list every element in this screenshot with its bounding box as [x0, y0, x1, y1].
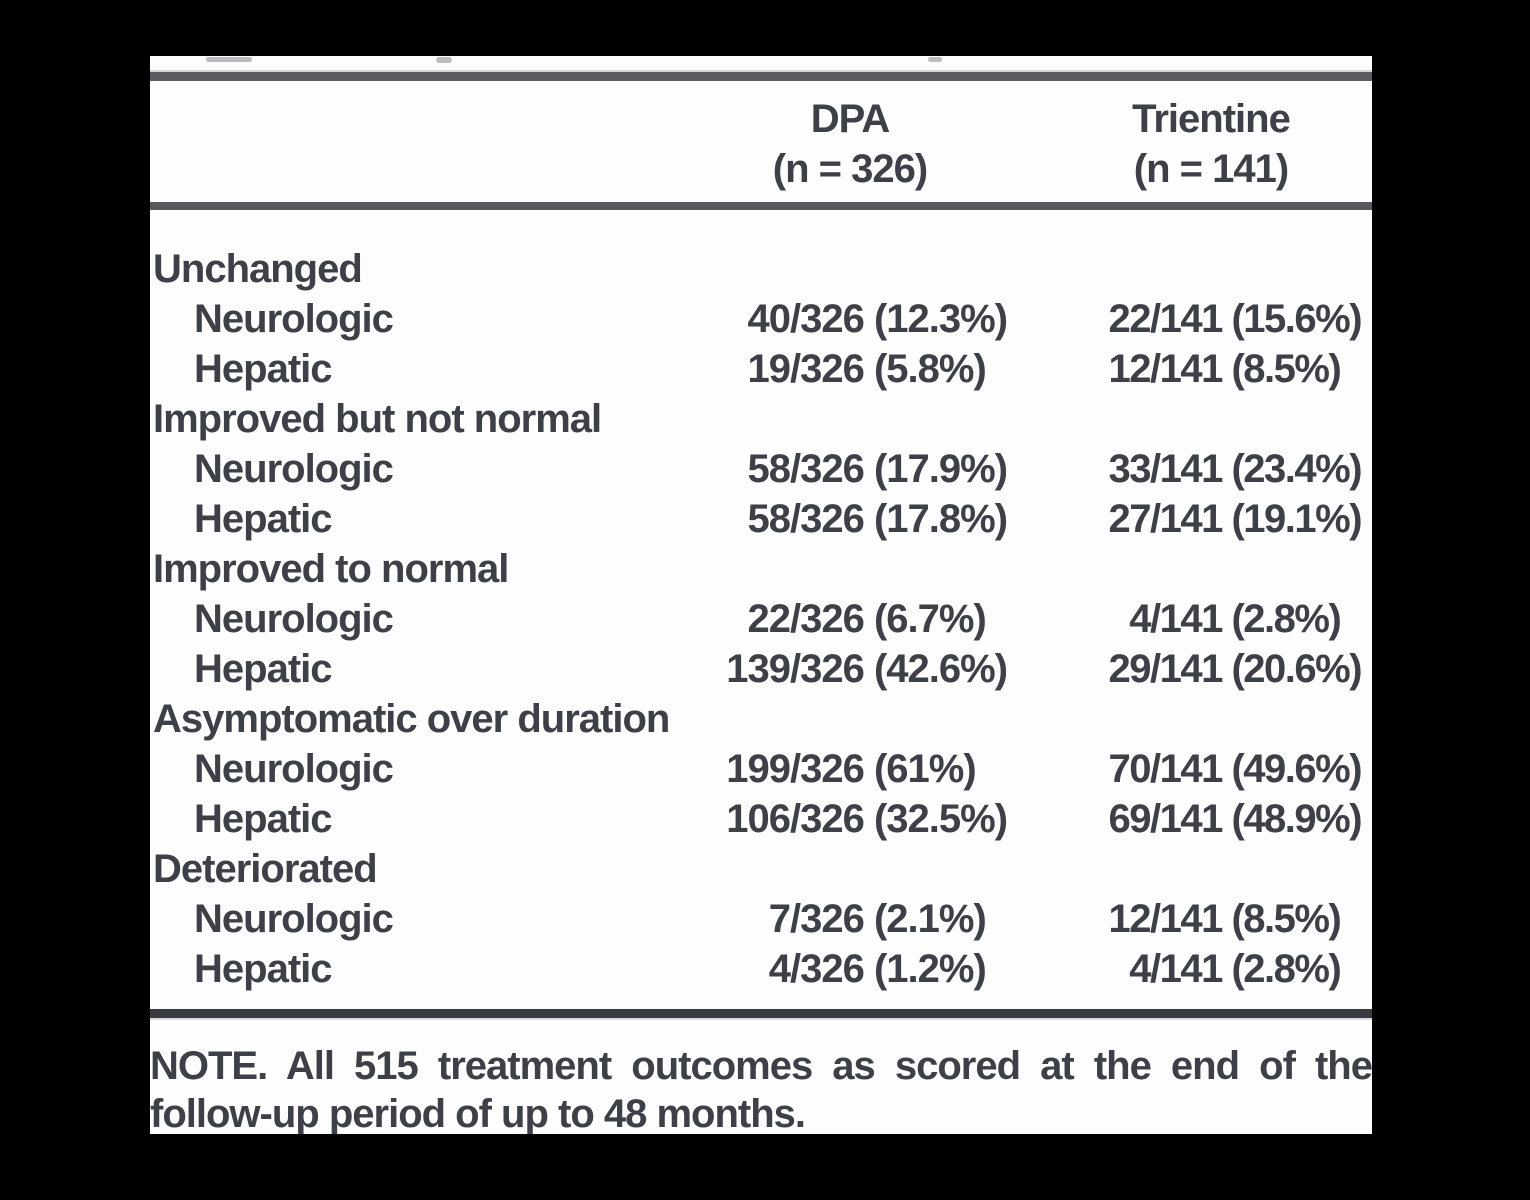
cell-dpa: 7/326 (2.1%)	[650, 894, 1050, 944]
cell-dpa: 199/326 (61%)	[650, 744, 1050, 794]
table-row: Hepatic 139/326 (42.6%) 29/141 (20.6%)	[150, 644, 1372, 694]
table-body: Unchanged Neurologic 40/326 (12.3%) 22/141 …	[150, 244, 1372, 994]
cell-trientine: 12/141 (8.5%)	[1050, 344, 1372, 394]
row-label: Neurologic	[194, 897, 394, 941]
cell-dpa: 4/326 (1.2%)	[650, 944, 1050, 994]
numerator: 4	[1129, 947, 1151, 991]
table-footnote: NOTE. All 515 treatment outcomes as scor…	[150, 1042, 1372, 1134]
row-label: Deteriorated	[153, 847, 378, 891]
table-row: Neurologic 7/326 (2.1%) 12/141 (8.5%)	[150, 894, 1372, 944]
numerator: 12	[1108, 347, 1152, 391]
numerator: 33	[1108, 447, 1152, 491]
table-row: Neurologic 22/326 (6.7%) 4/141 (2.8%)	[150, 594, 1372, 644]
row-label: Neurologic	[194, 447, 394, 491]
table-row-category: Improved to normal	[150, 544, 1372, 594]
numerator: 12	[1108, 897, 1152, 941]
row-label: Asymptomatic over duration	[153, 697, 670, 741]
table-row: Neurologic 40/326 (12.3%) 22/141 (15.6%)	[150, 294, 1372, 344]
table-row-category: Improved but not normal	[150, 394, 1372, 444]
table-row: Hepatic 58/326 (17.8%) 27/141 (19.1%)	[150, 494, 1372, 544]
cell-trientine: 33/141 (23.4%)	[1050, 444, 1372, 494]
column-header-trientine: Trientine (n = 141)	[1050, 94, 1372, 194]
cell-trientine: 4/141 (2.8%)	[1050, 594, 1372, 644]
cropped-text-artifact	[206, 57, 252, 62]
footnote-line: NOTE. All 515 treatment outcomes as scor…	[150, 1044, 1372, 1088]
numerator: 22	[747, 597, 792, 641]
numerator: 199	[726, 747, 791, 791]
cropped-text-artifact	[436, 57, 452, 63]
numerator: 19	[747, 347, 792, 391]
column-n: (n = 326)	[772, 147, 928, 191]
numerator: 58	[747, 447, 792, 491]
numerator: 4	[768, 947, 791, 991]
table-row-category: Asymptomatic over duration	[150, 694, 1372, 744]
numerator: 139	[726, 647, 791, 691]
table-row: Hepatic 106/326 (32.5%) 69/141 (48.9%)	[150, 794, 1372, 844]
outcomes-table: DPA (n = 326) Trientine (n = 141) Unchan…	[150, 56, 1372, 1134]
numerator: 7	[768, 897, 791, 941]
numerator: 106	[726, 797, 791, 841]
column-header-dpa: DPA (n = 326)	[650, 94, 1050, 194]
column-n: (n = 141)	[1133, 147, 1289, 191]
cropped-text-artifact	[928, 57, 942, 62]
row-label: Neurologic	[194, 597, 394, 641]
row-label: Improved to normal	[153, 547, 509, 591]
cell-trientine: 4/141 (2.8%)	[1050, 944, 1372, 994]
table-row: Neurologic 199/326 (61%) 70/141 (49.6%)	[150, 744, 1372, 794]
cell-trientine: 12/141 (8.5%)	[1050, 894, 1372, 944]
column-title: DPA	[810, 97, 890, 141]
numerator: 27	[1108, 497, 1152, 541]
cell-dpa: 58/326 (17.9%)	[650, 444, 1050, 494]
cell-trientine: 27/141 (19.1%)	[1050, 494, 1372, 544]
row-label: Neurologic	[194, 297, 394, 341]
row-label: Neurologic	[194, 747, 394, 791]
footnote-line: follow-up period of up to 48 months.	[150, 1092, 806, 1134]
row-label: Hepatic	[194, 797, 333, 841]
table-row-category: Unchanged	[150, 244, 1372, 294]
column-title: Trientine	[1132, 97, 1291, 141]
row-label: Unchanged	[153, 247, 363, 291]
cell-dpa: 22/326 (6.7%)	[650, 594, 1050, 644]
row-label: Hepatic	[194, 347, 333, 391]
table-row: Hepatic 4/326 (1.2%) 4/141 (2.8%)	[150, 944, 1372, 994]
row-label: Hepatic	[194, 947, 333, 991]
table-row: Hepatic 19/326 (5.8%) 12/141 (8.5%)	[150, 344, 1372, 394]
table-top-rule	[150, 72, 1372, 81]
cell-trientine: 29/141 (20.6%)	[1050, 644, 1372, 694]
table-header-rule	[150, 202, 1372, 210]
row-label: Hepatic	[194, 497, 333, 541]
cell-dpa: 40/326 (12.3%)	[650, 294, 1050, 344]
table-row-category: Deteriorated	[150, 844, 1372, 894]
numerator: 22	[1108, 297, 1152, 341]
cell-trientine: 69/141 (48.9%)	[1050, 794, 1372, 844]
cell-dpa: 106/326 (32.5%)	[650, 794, 1050, 844]
numerator: 29	[1108, 647, 1152, 691]
cell-dpa: 58/326 (17.8%)	[650, 494, 1050, 544]
row-label: Improved but not normal	[153, 397, 602, 441]
numerator: 4	[1129, 597, 1151, 641]
numerator: 69	[1108, 797, 1152, 841]
table-bottom-rule	[150, 1009, 1372, 1018]
cell-trientine: 22/141 (15.6%)	[1050, 294, 1372, 344]
numerator: 40	[747, 297, 792, 341]
numerator: 58	[747, 497, 792, 541]
cell-dpa: 19/326 (5.8%)	[650, 344, 1050, 394]
cell-dpa: 139/326 (42.6%)	[650, 644, 1050, 694]
numerator: 70	[1108, 747, 1152, 791]
row-label: Hepatic	[194, 647, 333, 691]
cell-trientine: 70/141 (49.6%)	[1050, 744, 1372, 794]
table-row: Neurologic 58/326 (17.9%) 33/141 (23.4%)	[150, 444, 1372, 494]
table-header-row: DPA (n = 326) Trientine (n = 141)	[150, 94, 1372, 194]
